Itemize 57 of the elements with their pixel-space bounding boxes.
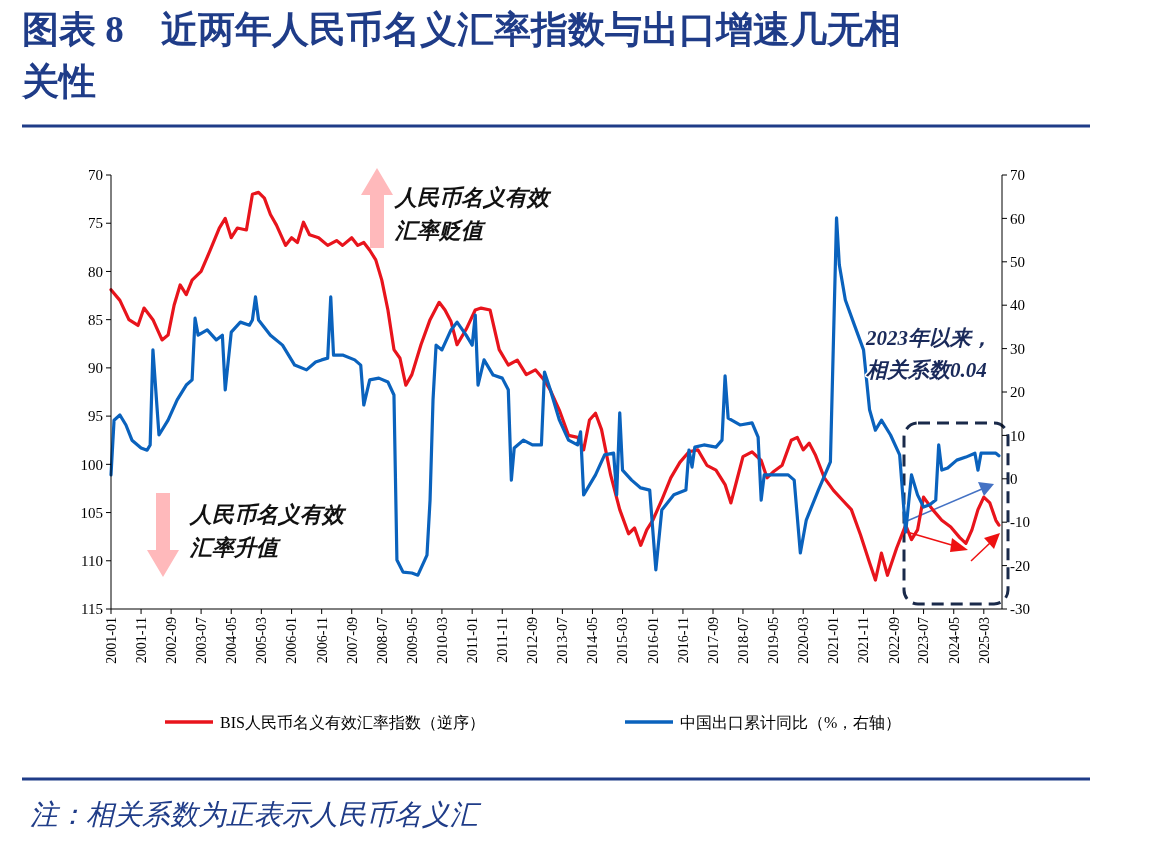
x-tick-label: 2007-09 — [344, 617, 360, 664]
y2-tick-label: 0 — [1010, 471, 1018, 488]
annotation: 人民币名义有效汇率贬值 — [394, 185, 552, 243]
x-tick-label: 2024-05 — [946, 617, 962, 664]
y-tick-label: 75 — [88, 215, 103, 232]
y2-tick-label: 10 — [1010, 427, 1025, 444]
x-tick-label: 2015-03 — [615, 617, 631, 664]
y2-tick-label: 60 — [1010, 210, 1025, 227]
x-tick-label: 2012-09 — [525, 617, 541, 664]
x-tick-label: 2013-07 — [555, 617, 571, 664]
x-tick-label: 2018-07 — [735, 617, 751, 664]
y-tick-label: 90 — [88, 360, 103, 377]
x-tick-label: 2009-05 — [404, 617, 420, 664]
x-tick-label: 2023-07 — [916, 617, 932, 664]
x-tick-label: 2006-11 — [314, 617, 330, 664]
y2-tick-label: -20 — [1010, 557, 1030, 574]
x-tick-label: 2011-11 — [495, 617, 511, 663]
x-tick-label: 2020-03 — [796, 617, 812, 664]
x-tick-label: 2014-05 — [585, 617, 601, 664]
x-tick-label: 2001-01 — [103, 617, 119, 664]
y2-tick-label: 30 — [1010, 340, 1025, 357]
y2-tick-label: 20 — [1010, 384, 1025, 401]
x-tick-label: 2017-09 — [705, 617, 721, 664]
y-tick-label: 70 — [88, 167, 103, 184]
x-tick-label: 2022-09 — [886, 617, 902, 664]
x-tick-label: 2006-01 — [284, 617, 300, 664]
text: 注：相关系数为正表示人民币名义汇 — [30, 799, 482, 830]
y2-tick-label: 70 — [1010, 167, 1025, 184]
y-tick-label: 100 — [80, 456, 103, 473]
y2-tick-label: 40 — [1010, 297, 1025, 314]
y-tick-label: 95 — [88, 408, 103, 425]
x-tick-label: 2002-09 — [164, 617, 180, 664]
y-tick-label: 85 — [88, 311, 103, 328]
y2-tick-label: -10 — [1010, 514, 1030, 531]
x-tick-label: 2021-01 — [826, 617, 842, 664]
annotation: 人民币名义有效汇率升值 — [189, 502, 347, 560]
legend-label: 中国出口累计同比（%，右轴） — [680, 713, 902, 731]
x-tick-label: 2003-07 — [194, 617, 209, 664]
x-tick-label: 2004-05 — [224, 617, 240, 664]
x-tick-label: 2021-11 — [856, 617, 872, 664]
x-tick-label: 2019-05 — [765, 617, 781, 664]
y-tick-label: 110 — [81, 553, 103, 570]
x-tick-label: 2025-03 — [976, 617, 992, 664]
x-tick-label: 2016-01 — [645, 617, 661, 664]
x-tick-label: 2001-11 — [133, 617, 149, 664]
x-tick-label: 2008-07 — [374, 617, 390, 664]
y2-tick-label: -30 — [1010, 601, 1030, 618]
x-tick-label: 2016-11 — [675, 617, 691, 664]
x-tick-label: 2011-01 — [465, 617, 481, 664]
y-tick-label: 80 — [88, 263, 103, 280]
y-tick-label: 105 — [80, 504, 103, 521]
x-tick-label: 2010-03 — [434, 617, 450, 664]
y-tick-label: 115 — [81, 601, 103, 618]
y2-tick-label: 50 — [1010, 254, 1025, 271]
legend-label: BIS人民币名义有效汇率指数（逆序） — [220, 713, 485, 731]
x-tick-label: 2005-03 — [254, 617, 270, 664]
chart-title: 图表 8 近两年人民币名义汇率指数与出口增速几无相关性 — [21, 9, 901, 102]
